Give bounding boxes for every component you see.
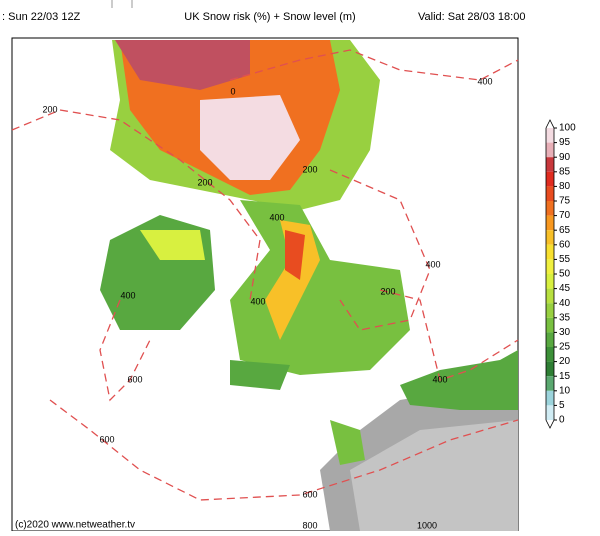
valid-time: Valid: Sat 28/03 18:00 bbox=[418, 11, 525, 23]
contour-label: 800 bbox=[302, 520, 317, 530]
colorbar-band bbox=[546, 347, 554, 362]
colorbar-band bbox=[546, 361, 554, 377]
colorbar-band bbox=[546, 274, 554, 289]
colorbar-label: 95 bbox=[559, 137, 571, 148]
colorbar-band bbox=[546, 128, 554, 143]
colorbar-label: 40 bbox=[559, 298, 571, 309]
contour-label: 400 bbox=[477, 76, 492, 86]
colorbar-label: 0 bbox=[559, 415, 565, 426]
colorbar-band bbox=[546, 186, 554, 201]
colorbar-label: 45 bbox=[559, 283, 571, 294]
colorbar-label: 50 bbox=[559, 269, 571, 280]
colorbar-band bbox=[546, 376, 554, 391]
colorbar-label: 85 bbox=[559, 166, 571, 177]
colorbar-band bbox=[546, 288, 554, 304]
contour-label: 400 bbox=[269, 212, 284, 222]
colorbar-label: 90 bbox=[559, 152, 571, 163]
colorbar-label: 10 bbox=[559, 385, 571, 396]
contour-label: 600 bbox=[127, 374, 142, 384]
colorbar-label: 60 bbox=[559, 239, 571, 250]
contour-label: 600 bbox=[302, 489, 317, 499]
colorbar-label: 25 bbox=[559, 342, 571, 353]
contour-label: 200 bbox=[380, 286, 395, 296]
colorbar-label: 5 bbox=[559, 400, 565, 411]
contours bbox=[11, 49, 519, 501]
colorbar-band bbox=[546, 259, 554, 274]
colorbar-band bbox=[546, 405, 554, 420]
contour-label: 200 bbox=[42, 104, 57, 114]
contour-label: 1000 bbox=[417, 520, 437, 530]
colorbar-band bbox=[546, 390, 554, 406]
colorbar-label: 100 bbox=[559, 123, 576, 134]
contour-label: 0 bbox=[230, 86, 235, 96]
colorbar-band bbox=[546, 317, 554, 333]
colorbar-band bbox=[546, 157, 554, 172]
contour-label: 600 bbox=[99, 434, 114, 444]
colorbar-band bbox=[546, 244, 554, 260]
contour-label: 400 bbox=[120, 290, 135, 300]
colorbar-band bbox=[546, 201, 554, 216]
colorbar-band bbox=[546, 142, 554, 158]
colorbar-label: 80 bbox=[559, 181, 571, 192]
colorbar-label: 15 bbox=[559, 371, 571, 382]
colorbar-label: 70 bbox=[559, 210, 571, 221]
copyright: (c)2020 www.netweather.tv bbox=[15, 520, 135, 531]
contour-label: 200 bbox=[197, 177, 212, 187]
contour-label: 200 bbox=[302, 164, 317, 174]
contour-label: 400 bbox=[250, 296, 265, 306]
colorbar-band bbox=[546, 171, 554, 187]
colorbar-label: 65 bbox=[559, 225, 571, 236]
contour-label: 400 bbox=[425, 259, 440, 269]
map-title: UK Snow risk (%) + Snow level (m) bbox=[184, 11, 355, 23]
colorbar-label: 55 bbox=[559, 254, 571, 265]
colorbar-band bbox=[546, 215, 554, 231]
colorbar-band bbox=[546, 303, 554, 318]
map-area bbox=[11, 37, 519, 532]
colorbar-band bbox=[546, 230, 554, 245]
colorbar-label: 35 bbox=[559, 312, 571, 323]
contour-label: 400 bbox=[432, 374, 447, 384]
colorbar-label: 20 bbox=[559, 356, 571, 367]
colorbar-label: 30 bbox=[559, 327, 571, 338]
run-time: : Sun 22/03 12Z bbox=[2, 11, 81, 23]
colorbar-label: 75 bbox=[559, 196, 571, 207]
colorbar-band bbox=[546, 332, 554, 347]
